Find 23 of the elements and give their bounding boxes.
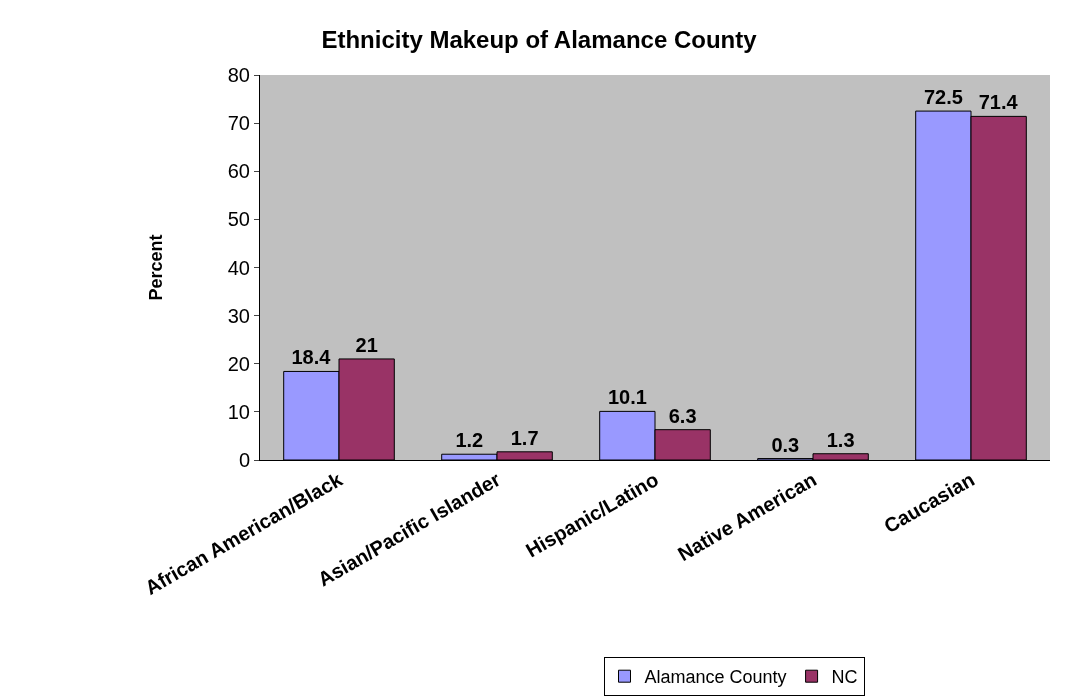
data-label: 6.3 [668,404,697,427]
chart-title: Ethnicity Makeup of Alamance County [321,26,758,54]
data-label: 0.3 [771,433,800,456]
data-label: 18.4 [291,346,332,369]
data-label: 1.7 [510,426,539,449]
y-tick-label: 30 [227,304,250,327]
data-label: 1.2 [455,429,484,452]
data-label: 72.5 [923,86,963,109]
data-label: 1.3 [826,428,855,451]
data-label: 21 [355,333,378,356]
y-tick-label: 40 [227,256,250,279]
data-label: 71.4 [978,91,1019,114]
y-tick-label: 50 [227,208,250,231]
y-tick-label: 80 [227,64,250,86]
data-label: 10.1 [607,386,647,409]
y-tick-label: 10 [227,400,250,423]
y-tick-label: 70 [227,112,250,135]
legend-label: Alamance County [644,667,787,688]
y-tick-label: 60 [227,160,250,183]
legend-label: NC [831,667,858,688]
y-tick-label: 0 [238,449,250,471]
y-axis-title: Percent [145,234,166,301]
y-tick-label: 20 [227,352,250,375]
